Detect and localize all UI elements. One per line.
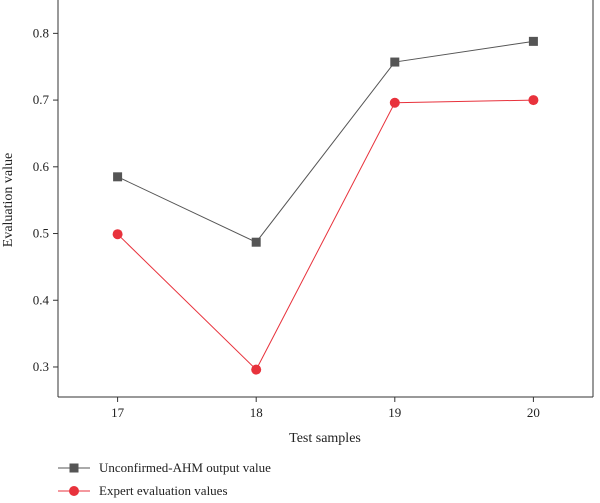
y-tick-label: 0.8 [33, 25, 49, 40]
x-tick-label: 19 [388, 405, 401, 420]
series-2-point [112, 229, 123, 240]
legend: Unconfirmed-AHM output value Expert evalu… [58, 460, 271, 498]
legend-square-marker [69, 463, 79, 473]
y-tick-label: 0.4 [33, 292, 50, 307]
y-tick-label: 0.3 [33, 359, 49, 374]
series-2-point [528, 95, 539, 106]
x-tick-label: 17 [111, 405, 125, 420]
series-2-point [251, 364, 262, 375]
series-layer [112, 36, 539, 375]
plot-area: 0.3 0.4 0.5 0.6 0.7 0.8 17 18 19 20 Test samples… [1, 0, 594, 446]
series-line-1 [117, 40, 534, 243]
y-ticks: 0.3 0.4 0.5 0.6 0.7 0.8 [33, 25, 58, 374]
x-ticks: 17 18 19 20 [111, 397, 540, 420]
series-1-point [251, 237, 261, 247]
x-tick-label: 20 [527, 405, 540, 420]
legend-item-2: Expert evaluation values [58, 483, 228, 498]
legend-circle-marker [69, 486, 79, 496]
x-tick-label: 18 [250, 405, 263, 420]
series-line-2 [117, 99, 534, 371]
series-1-point [528, 36, 538, 46]
series-1-point [113, 172, 123, 182]
legend-label: Expert evaluation values [99, 483, 228, 498]
series-2-point [389, 97, 400, 108]
legend-label: Unconfirmed-AHM output value [99, 460, 271, 475]
series-1-point [390, 57, 400, 67]
y-tick-label: 0.7 [33, 92, 50, 107]
y-tick-label: 0.5 [33, 226, 49, 241]
y-tick-label: 0.6 [33, 159, 50, 174]
y-axis-title: Evaluation value [1, 153, 16, 247]
x-axis-title: Test samples [289, 431, 361, 446]
legend-item-1: Unconfirmed-AHM output value [58, 460, 271, 475]
